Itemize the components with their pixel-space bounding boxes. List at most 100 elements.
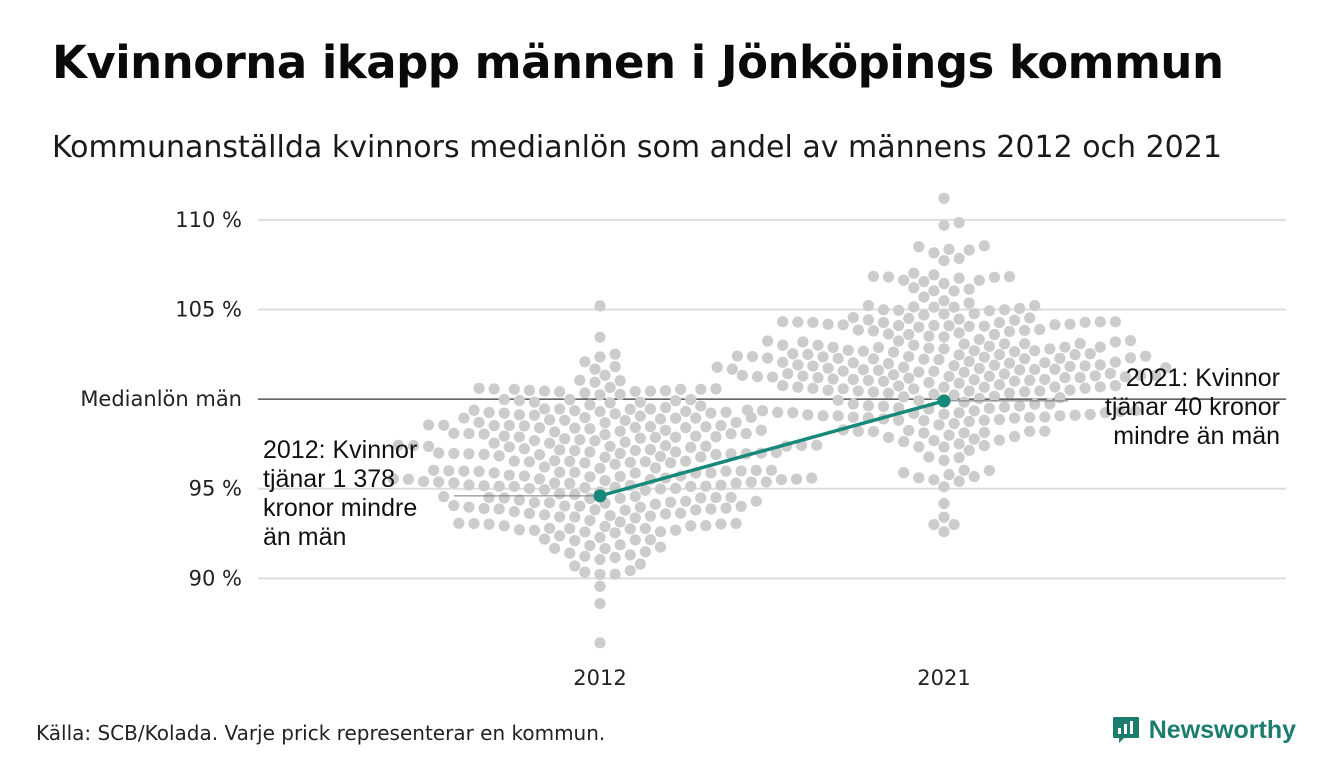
- kommun-dot-2021: [938, 454, 950, 466]
- kommun-dot-2012: [639, 456, 651, 468]
- kommun-dot-2021: [978, 381, 990, 393]
- y-tick-label: 90 %: [189, 566, 242, 590]
- kommun-dot-2012: [634, 501, 646, 513]
- kommun-dot-2021: [948, 389, 960, 401]
- kommun-dot-2021: [1114, 405, 1126, 418]
- kommun-dot-2021: [963, 320, 975, 332]
- kommun-dot-2021: [938, 497, 950, 510]
- kommun-dot-2012: [599, 475, 611, 487]
- kommun-dot-2012: [498, 430, 510, 442]
- kommun-dot-2012: [634, 396, 646, 408]
- kommun-dot-2021: [1119, 371, 1132, 383]
- kommun-dot-2021: [1019, 338, 1031, 350]
- kommun-dot-2021: [938, 295, 950, 307]
- kommun-dot-2012: [594, 568, 606, 581]
- kommun-dot-2012: [554, 466, 566, 478]
- kommun-dot-2021: [938, 526, 950, 538]
- kommun-dot-2021: [978, 351, 990, 363]
- kommun-dot-2012: [599, 520, 611, 533]
- kommun-dot-2021: [913, 441, 925, 453]
- kommun-dot-2021: [938, 511, 950, 523]
- kommun-dot-2012: [538, 461, 551, 473]
- kommun-dot-2021: [1150, 369, 1162, 381]
- kommun-dot-2021: [888, 369, 900, 381]
- kommun-dot-2021: [983, 340, 995, 352]
- kommun-dot-2012: [523, 482, 536, 495]
- kommun-dot-2021: [1084, 408, 1096, 421]
- kommun-dot-2012: [705, 407, 717, 419]
- kommun-dot-2012: [755, 424, 767, 436]
- kommun-dot-2012: [569, 422, 581, 434]
- kommun-dot-2021: [1059, 372, 1071, 384]
- kommun-dot-2012: [654, 541, 667, 553]
- kommun-dot-2021: [908, 383, 920, 395]
- kommun-dot-2021: [1003, 357, 1016, 369]
- kommun-dot-2012: [463, 448, 475, 460]
- kommun-dot-2021: [711, 361, 723, 373]
- kommun-dot-2021: [983, 464, 995, 477]
- kommun-dot-2021: [792, 316, 804, 328]
- kommun-dot-2012: [659, 424, 672, 436]
- kommun-dot-2021: [1134, 370, 1147, 382]
- kommun-dot-2012: [659, 508, 672, 520]
- kommun-dot-2021: [988, 390, 1001, 402]
- kommun-dot-2012: [418, 475, 430, 488]
- kommun-dot-2021: [877, 375, 890, 387]
- kommun-dot-2021: [877, 400, 890, 412]
- kommun-dot-2021: [903, 372, 915, 384]
- kommun-dot-2012: [594, 553, 606, 566]
- kommun-dot-2021: [973, 362, 985, 375]
- kommun-dot-2021: [807, 360, 819, 372]
- kommun-dot-2021: [792, 359, 804, 371]
- kommun-dot-2021: [1074, 371, 1086, 384]
- kommun-dot-2012: [453, 517, 465, 529]
- kommun-dot-2021: [953, 327, 965, 339]
- kommun-dot-2021: [1094, 359, 1106, 371]
- kommun-dot-2021: [923, 376, 935, 389]
- kommun-dot-2012: [639, 522, 651, 535]
- kommun-dot-2012: [760, 476, 772, 488]
- kommun-dot-2012: [589, 376, 601, 388]
- kommun-dot-2012: [685, 520, 697, 532]
- kommun-dot-2012: [735, 500, 747, 512]
- kommun-dot-2021: [762, 335, 774, 347]
- kommun-dot-2012: [544, 497, 556, 509]
- kommun-dot-2012: [695, 400, 707, 412]
- kommun-dot-2021: [1029, 299, 1041, 312]
- kommun-dot-2012: [609, 458, 621, 470]
- kommun-dot-2021: [918, 309, 930, 321]
- kommun-dot-2012: [654, 450, 667, 463]
- kommun-dot-2021: [913, 241, 925, 253]
- kommun-dot-2021: [741, 404, 754, 416]
- kommun-dot-2021: [807, 382, 819, 394]
- kommun-dot-2021: [968, 308, 980, 320]
- kommun-dot-2021: [1074, 337, 1086, 350]
- kommun-dot-2021: [933, 354, 945, 366]
- kommun-dot-2021: [1008, 430, 1021, 443]
- kommun-dot-2012: [644, 444, 657, 456]
- kommun-dot-2012: [423, 440, 435, 453]
- kommun-dot-2012: [599, 369, 611, 381]
- kommun-dot-2012: [554, 444, 566, 456]
- kommun-dot-2012: [609, 348, 621, 360]
- kommun-dot-2021: [893, 402, 905, 414]
- kommun-dot-2021: [847, 373, 859, 386]
- kommun-dot-2012: [579, 387, 591, 399]
- kommun-dot-2012: [478, 502, 490, 515]
- kommun-dot-2021: [852, 324, 864, 336]
- kommun-dot-2012: [402, 473, 415, 485]
- kommun-dot-2021: [1104, 367, 1116, 380]
- kommun-dot-2021: [812, 339, 824, 351]
- kommun-dot-2012: [538, 484, 551, 496]
- kommun-dot-2021: [852, 425, 864, 437]
- chart-subtitle: Kommunanställda kvinnors medianlön som a…: [52, 130, 1222, 165]
- kommun-dot-2012: [654, 526, 667, 538]
- kommun-dot-2012: [513, 409, 525, 421]
- kommun-dot-2012: [488, 467, 500, 479]
- kommun-dot-2021: [867, 353, 880, 365]
- kommun-dot-2012: [670, 412, 682, 424]
- kommun-dot-2012: [634, 410, 646, 422]
- kommun-dot-2021: [1049, 319, 1061, 331]
- kommun-dot-2012: [594, 331, 606, 343]
- kommun-dot-2012: [533, 473, 546, 485]
